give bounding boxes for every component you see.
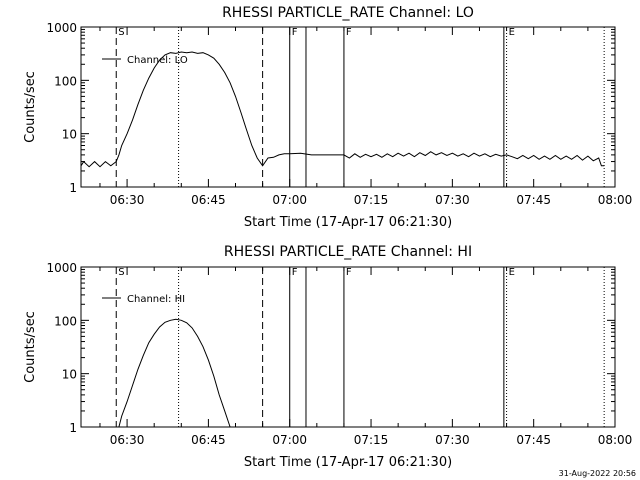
- y-axis-label: Counts/sec: [23, 71, 38, 143]
- series-line: [118, 318, 231, 428]
- plot-frame: [80, 266, 616, 428]
- series-line: [80, 51, 605, 168]
- event-marker-label: S: [118, 27, 124, 38]
- x-axis-label: Start Time (17-Apr-17 06:21:30): [244, 215, 452, 230]
- chart-title: RHESSI PARTICLE_RATE Channel: HI: [224, 244, 472, 260]
- event-marker-label: E: [509, 27, 515, 38]
- x-tick-label: 07:15: [354, 193, 389, 207]
- y-axis-label: Counts/sec: [23, 311, 38, 383]
- y-tick-label: 10: [62, 368, 77, 382]
- x-tick-label: 08:00: [598, 193, 633, 207]
- legend-label: Channel: HI: [127, 294, 185, 305]
- plot-frame: [80, 26, 616, 188]
- y-tick-label: 1000: [46, 21, 77, 35]
- x-tick-label: 08:00: [598, 433, 633, 447]
- event-marker-label: E: [509, 267, 515, 278]
- y-tick-label: 100: [54, 314, 77, 328]
- footer-timestamp: 31-Aug-2022 20:56: [559, 469, 636, 478]
- x-tick-label: 07:00: [272, 193, 307, 207]
- x-tick-label: 07:45: [516, 433, 551, 447]
- event-marker-label: F: [346, 27, 352, 38]
- x-tick-label: 06:30: [110, 433, 145, 447]
- x-tick-label: 07:15: [354, 433, 389, 447]
- y-tick-label: 1: [69, 181, 77, 195]
- y-tick-label: 1000: [46, 261, 77, 275]
- legend-label: Channel: LO: [127, 55, 188, 66]
- event-marker-label: F: [292, 267, 298, 278]
- x-tick-label: 07:30: [435, 193, 470, 207]
- x-tick-label: 06:45: [191, 193, 226, 207]
- event-marker-label: F: [346, 267, 352, 278]
- plot-area: 1 10 100 1000 06:30 06:45 07:00 07:15 07:30 07:45…: [46, 21, 632, 207]
- x-tick-label: 07:30: [435, 433, 470, 447]
- chart-panel-hi: RHESSI PARTICLE_RATE Channel: HI Start T…: [23, 244, 632, 470]
- y-tick-label: 1: [69, 421, 77, 435]
- y-tick-label: 100: [54, 74, 77, 88]
- x-axis-label: Start Time (17-Apr-17 06:21:30): [244, 455, 452, 470]
- x-tick-label: 07:00: [272, 433, 307, 447]
- event-marker-label: F: [292, 27, 298, 38]
- chart-panel-lo: RHESSI PARTICLE_RATE Channel: LO Start T…: [23, 5, 632, 230]
- chart-title: RHESSI PARTICLE_RATE Channel: LO: [222, 5, 474, 21]
- x-tick-label: 06:30: [110, 193, 145, 207]
- plot-area: 1 10 100 1000 06:30 06:45 07:00 07:15 07:30 07:45…: [46, 261, 632, 447]
- y-tick-label: 10: [62, 128, 77, 142]
- x-tick-label: 06:45: [191, 433, 226, 447]
- x-tick-label: 07:45: [516, 193, 551, 207]
- event-marker-label: S: [118, 267, 124, 278]
